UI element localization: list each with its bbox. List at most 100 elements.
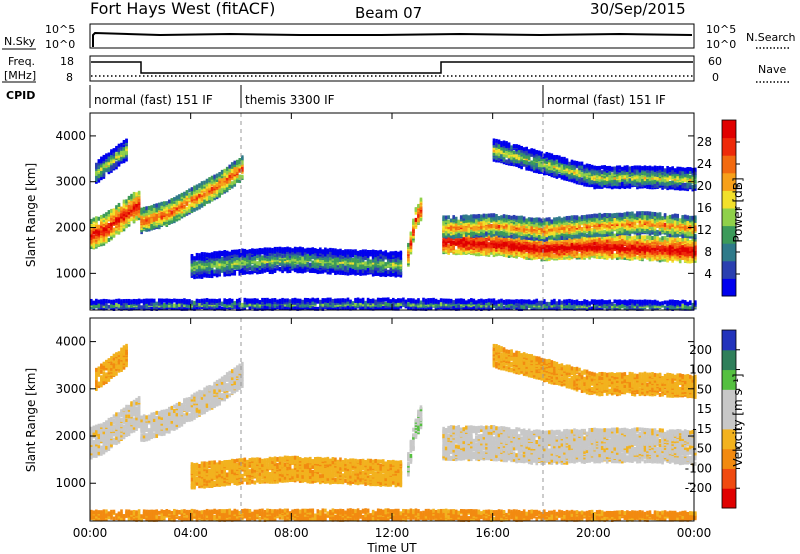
echo-cell [107,216,111,221]
echo-cell [97,224,101,229]
echo-cell [291,248,294,253]
echo-cell [230,181,234,186]
echo-cell [550,253,554,258]
echo-cell [661,236,664,241]
echo-cell [203,202,206,207]
echo-cell [125,154,128,159]
echo-cell [230,249,234,254]
echo-cell [525,245,528,250]
echo-cell [364,269,367,274]
cpid-panel: CPID normal (fast) 151 IF themis 3300 IF n… [6,85,666,108]
echo-cell [681,254,685,259]
echo-cell [613,213,617,218]
echo-cell [308,267,312,272]
echo-cell [482,213,486,218]
echo-cell [585,233,589,238]
echo-cell [90,218,93,223]
echo-cell [105,220,108,225]
echo-cell [195,202,199,207]
echo-cell [520,219,523,224]
echo-cell [213,189,216,194]
echo-cell [598,216,601,221]
echo-cell [180,192,184,197]
echo-cell [150,205,153,210]
echo-cell [157,217,161,222]
echo-cell [374,261,377,266]
echo-cell [102,229,106,234]
echo-cell [646,235,649,240]
echo-cell [157,202,161,207]
echo-cell [583,215,586,220]
echo-cell [215,183,219,188]
echo-cell [120,142,123,147]
echo-cell [115,211,118,216]
echo-cell [210,252,214,257]
echo-cell [336,261,340,266]
echo-cell [193,259,196,264]
echo-cell [386,254,390,259]
echo-cell [656,236,659,241]
echo-cell [329,269,332,274]
echo-cell [459,215,463,220]
echo-cell [386,269,390,274]
echo-cell [293,249,297,254]
echo-cell [409,231,413,236]
echo-cell [339,270,342,275]
echo-cell [419,197,423,202]
echo-cell [185,190,189,195]
echo-cell [100,176,103,181]
echo-cell [110,230,113,235]
echo-cell [235,178,239,183]
echo-cell [409,239,413,244]
echo-cell [100,234,103,239]
echo-cell [414,210,418,215]
echo-cell [359,250,362,255]
echo-cell [238,249,242,254]
echo-cell [100,226,103,231]
echo-cell [198,253,201,258]
echo-band-main_echo_early [90,190,141,250]
echo-cell [512,214,516,219]
echo-cell [500,242,503,247]
echo-cell [193,205,196,210]
echo-cell [364,251,367,256]
echo-cell [112,208,116,213]
echo-cell [313,251,317,256]
echo-cell [200,203,204,208]
echo-cell [618,239,622,244]
echo-cell [261,248,264,253]
echo-cell [419,200,423,205]
echo-cell [303,260,307,265]
echo-cell [550,219,554,224]
echo-cell [497,247,501,252]
echo-cell [168,199,171,204]
echo-cell [137,203,141,208]
echo-cell [276,251,279,256]
echo-cell [324,268,327,273]
echo-cell [215,263,219,268]
echo-cell [565,215,569,220]
echo-cell [359,257,362,262]
echo-cell [329,247,332,252]
echo-cell [200,261,204,266]
echo-cell [92,217,96,222]
echo-cell [366,267,370,272]
echo-cell [168,204,171,209]
echo-cell [590,227,594,232]
echo-cell [278,251,282,256]
echo-cell [319,268,322,273]
echo-cell [356,259,360,264]
echo-cell [193,272,196,277]
echo-cell [417,213,420,218]
echo-cell [369,265,372,270]
echo-cell [454,216,458,221]
echo-cell [535,240,539,245]
echo-cell [497,243,501,248]
echo-cell [527,217,531,222]
echo-cell [447,219,450,224]
echo-cell [646,211,649,216]
echo-cell [324,247,327,252]
echo-cell [122,201,126,206]
echo-cell [195,206,199,211]
echo-cell [392,272,395,277]
